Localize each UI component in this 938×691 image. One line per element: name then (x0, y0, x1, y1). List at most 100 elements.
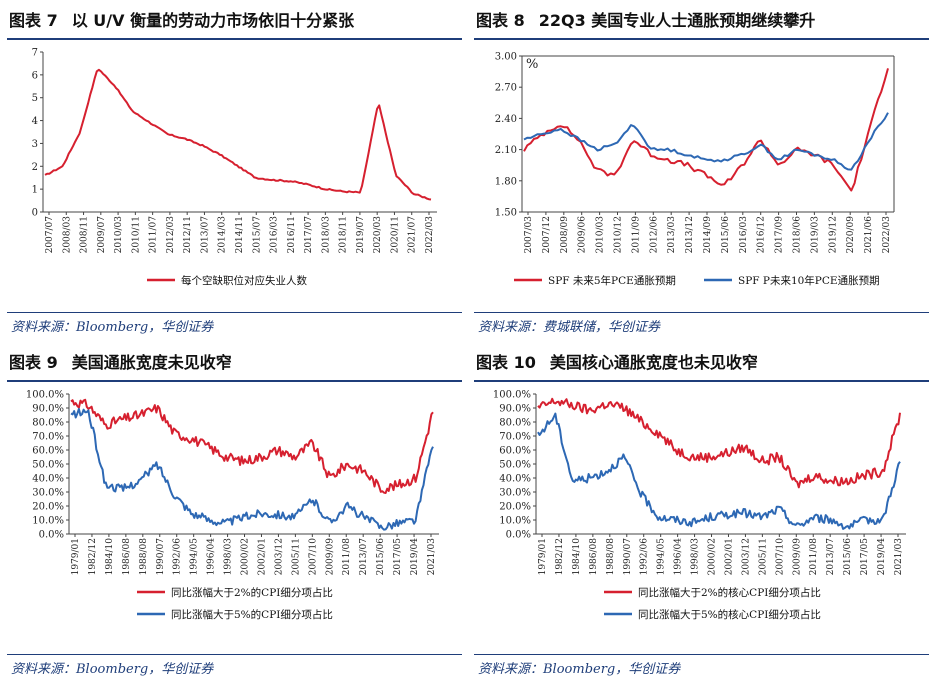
x-tick-label: 2011/07 (149, 216, 159, 254)
x-tick-label: 2017/05 (860, 538, 870, 576)
x-tick-label: 1982/12 (555, 538, 565, 575)
x-tick-label: 2005/11 (758, 538, 768, 575)
figure-7-source: 资料来源：Bloomberg，华创证券 (7, 312, 462, 341)
x-tick-label: 2020/09 (846, 216, 856, 254)
x-tick-label: 2016/03 (270, 216, 280, 254)
x-tick-label: 2008/09 (560, 216, 570, 254)
legend-label: 同比涨幅大于2%的核心CPI细分项占比 (638, 586, 821, 599)
figure-7-panel: 图表 7 以 U/V 衡量的劳动力市场依旧十分紧张 0 1 2 3 4 5 6 7 2007/07… (7, 4, 462, 344)
x-tick-label: 1982/12 (88, 538, 98, 575)
x-tick-label: 1998/03 (224, 538, 234, 576)
x-tick-label: 2007/07 (45, 216, 55, 254)
figure-8-title: 图表 8 22Q3 美国专业人士通胀预期继续攀升 (474, 4, 929, 40)
y-tick-label: 20.0% (499, 502, 531, 513)
y-tick-label: 20.0% (32, 502, 64, 513)
x-tick-label: 1986/08 (122, 538, 132, 576)
x-tick-label: 2012/03 (166, 216, 176, 254)
y-tick-label: 3.00 (495, 52, 517, 63)
x-tick-label: 2018/03 (321, 216, 331, 254)
x-tick-label: 2013/12 (685, 216, 695, 253)
y-tick-label: 30.0% (499, 488, 531, 499)
x-tick-label: 2017/05 (393, 538, 403, 576)
x-tick-label: 2013/07 (200, 216, 210, 254)
figure-10-title: 图表 10 美国核心通胀宽度也未见收窄 (474, 346, 929, 382)
x-tick-label: 2013/07 (359, 538, 369, 576)
x-tick-label: 2019/03 (810, 216, 820, 254)
y-tick-label: 60.0% (499, 446, 531, 457)
x-tick-label: 2007/12 (542, 216, 552, 253)
y-tick-label: 2.70 (495, 83, 517, 94)
y-tick-label: 40.0% (499, 474, 531, 485)
legend-label: 同比涨幅大于2%的CPI细分项占比 (171, 586, 333, 599)
series-line (70, 408, 434, 531)
source-text: 资料来源：Bloomberg，华创证券 (11, 662, 214, 677)
figure-title: 以 U/V 衡量的劳动力市场依旧十分紧张 (71, 11, 355, 30)
figure-8-source: 资料来源：费城联储，华创证券 (474, 312, 929, 341)
x-tick-label: 2009/06 (578, 216, 588, 254)
x-tick-label: 2012/06 (649, 216, 659, 254)
x-tick-label: 2019/04 (877, 538, 887, 576)
y-tick-label: 50.0% (32, 460, 64, 471)
figure-label: 图表 10 (476, 353, 536, 372)
y-tick-label: 1.80 (495, 176, 517, 187)
series-line (44, 68, 432, 201)
x-tick-label: 2013/03 (667, 216, 677, 254)
x-tick-label: 2021/06 (864, 216, 874, 254)
x-tick-label: 2019/07 (356, 216, 366, 254)
x-tick-label: 2018/11 (339, 216, 349, 253)
series-line (70, 398, 434, 494)
y-tick-label: 90.0% (499, 404, 531, 415)
y-tick-label: 0.0% (506, 530, 531, 541)
figure-label: 图表 9 (9, 353, 58, 372)
x-tick-label: 2020/03 (373, 216, 383, 254)
uv-ratio-chart: 0 1 2 3 4 5 6 7 2007/07 2008/03 2008/11 2009/07 2010… (32, 48, 437, 287)
x-tick-label: 1984/10 (105, 538, 115, 576)
x-tick-label: 2010/03 (596, 216, 606, 254)
x-tick-label: 1979/01 (538, 538, 548, 575)
x-tick-label: 2022/03 (425, 216, 435, 254)
y-tick-label: 6 (32, 70, 38, 81)
y-tick-label: 90.0% (32, 404, 64, 415)
series-line (523, 68, 889, 192)
y-tick-label: 80.0% (499, 418, 531, 429)
spf-inflation-expectation-chart: 1.50 1.80 2.10 2.40 2.70 3.00 % 2007/03 2007/12 2… (495, 52, 895, 287)
x-tick-label: 1990/07 (156, 538, 166, 576)
y-tick-label: 100.0% (493, 390, 531, 401)
x-tick-label: 2017/07 (304, 216, 314, 254)
x-tick-label: 1979/01 (71, 538, 81, 575)
x-tick-label: 2015/06 (721, 216, 731, 254)
figure-label: 图表 7 (9, 11, 58, 30)
x-tick-label: 2009/07 (97, 216, 107, 254)
x-tick-label: 1998/03 (691, 538, 701, 576)
x-tick-label: 2016/12 (757, 216, 767, 253)
series-line (537, 412, 901, 530)
x-tick-label: 1992/06 (640, 538, 650, 576)
source-text: 资料来源：费城联储，华创证券 (478, 320, 661, 335)
y-tick-label: 10.0% (499, 516, 531, 527)
x-tick-label: 2008/03 (62, 216, 72, 254)
x-tick-label: 2019/12 (828, 216, 838, 253)
y-tick-label: 1 (32, 185, 38, 196)
y-tick-label: 0 (32, 208, 38, 219)
legend-label: 每个空缺职位对应失业人数 (181, 274, 307, 287)
y-tick-label: 60.0% (32, 446, 64, 457)
x-tick-label: 1996/04 (207, 538, 217, 576)
x-tick-label: 2020/11 (390, 216, 400, 253)
x-tick-label: 2007/03 (524, 216, 534, 254)
y-tick-label: 2 (32, 162, 38, 173)
x-tick-label: 2009/09 (325, 538, 335, 576)
figure-10-panel: 图表 10 美国核心通胀宽度也未见收窄 0.0% 10.0% 20.0% 30.0% 40… (474, 346, 929, 686)
figure-8-panel: 图表 8 22Q3 美国专业人士通胀预期继续攀升 1.50 1.80 2.10 2.40… (474, 4, 929, 344)
x-tick-label: 2011/08 (342, 538, 352, 576)
x-tick-label: 2013/07 (826, 538, 836, 576)
x-tick-label: 2000/02 (708, 538, 718, 575)
x-tick-label: 1994/05 (657, 538, 667, 576)
x-tick-label: 2015/06 (843, 538, 853, 576)
x-tick-label: 2007/10 (308, 538, 318, 576)
x-tick-label: 2017/09 (775, 216, 785, 254)
legend-label: 同比涨幅大于5%的核心CPI细分项占比 (638, 608, 821, 621)
x-tick-label: 2022/03 (882, 216, 892, 254)
core-cpi-breadth-chart: 0.0% 10.0% 20.0% 30.0% 40.0% 50.0% 60.0% 70.0% 8… (493, 390, 906, 621)
x-tick-label: 2002/01 (724, 538, 734, 575)
x-tick-label: 2000/02 (241, 538, 251, 575)
